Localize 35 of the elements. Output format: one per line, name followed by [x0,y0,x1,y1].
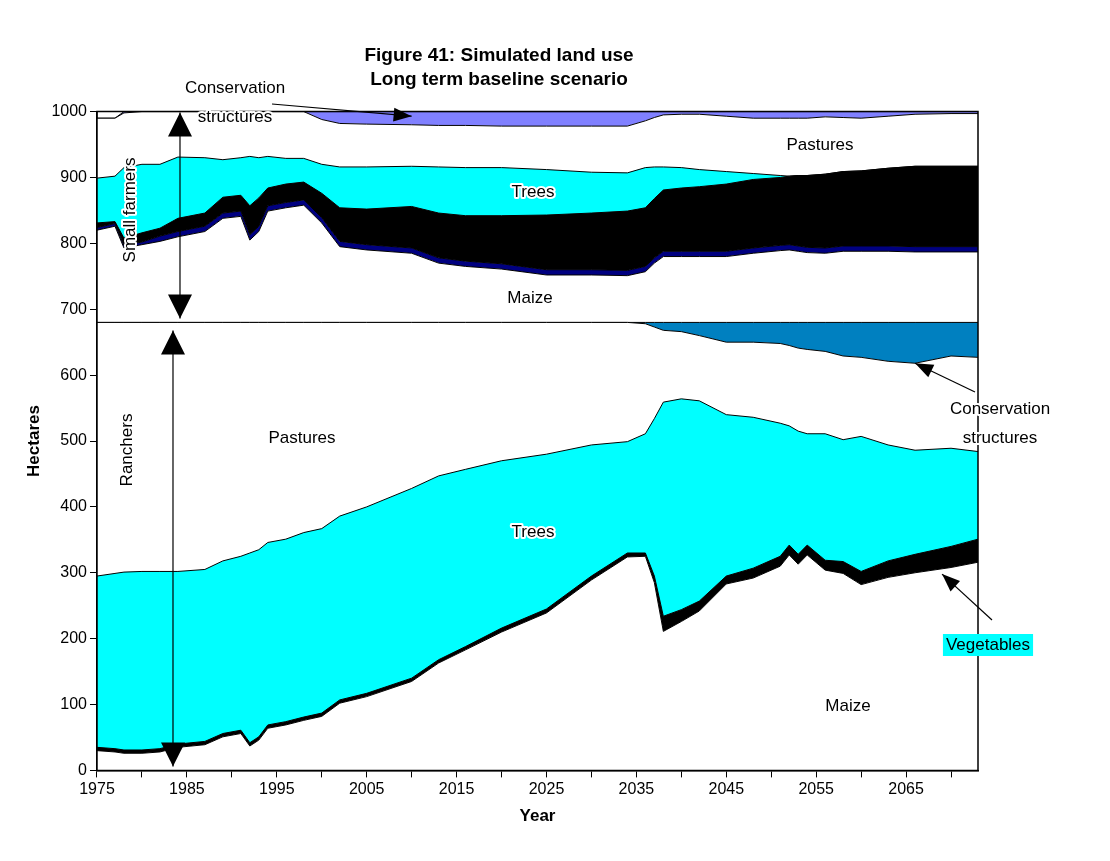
x-tick-label: 1995 [258,780,295,798]
annotation: Trees [511,181,555,201]
y-tick-label: 0 [78,760,88,778]
y-axis-title: Hectares [23,405,43,477]
x-tick-label: 2005 [348,780,385,798]
x-tick-label: 2015 [438,780,475,798]
y-tick-label: 500 [60,431,88,449]
y-tick-label: 800 [60,233,88,251]
y-tick-label: 300 [60,563,88,581]
annotation: Pastures [786,134,854,154]
y-tick-label: 100 [60,694,88,712]
x-tick-label: 1985 [169,780,205,798]
y-tick-label: 700 [60,299,88,317]
y-tick-label: 1000 [51,102,88,120]
y-tick-label: 600 [60,365,88,383]
annotation: Small farmers [119,157,139,263]
x-tick-label: 2035 [618,780,655,798]
chart-subtitle: Long term baseline scenario [370,68,628,90]
annotation: Maize [507,287,553,307]
annotation: Pastures [268,427,336,447]
annotation: Maize [825,695,871,715]
x-axis-title: Year [519,806,556,826]
x-tick-label: 2055 [798,780,835,798]
x-tick-label: 2025 [528,780,565,798]
annotation: Conservation structures [184,78,286,127]
annotation: Ranchers [116,413,136,487]
x-tick-label: 2045 [708,780,745,798]
x-tick-label: 1975 [79,780,115,798]
annotation: Vegetables [945,634,1031,654]
y-tick-label: 400 [60,497,88,515]
y-tick-label: 900 [60,167,88,185]
chart-title: Figure 41: Simulated land use [364,43,634,65]
y-tick-label: 200 [60,629,88,647]
annotation: Trees [511,521,555,541]
x-tick-label: 2065 [888,780,924,798]
